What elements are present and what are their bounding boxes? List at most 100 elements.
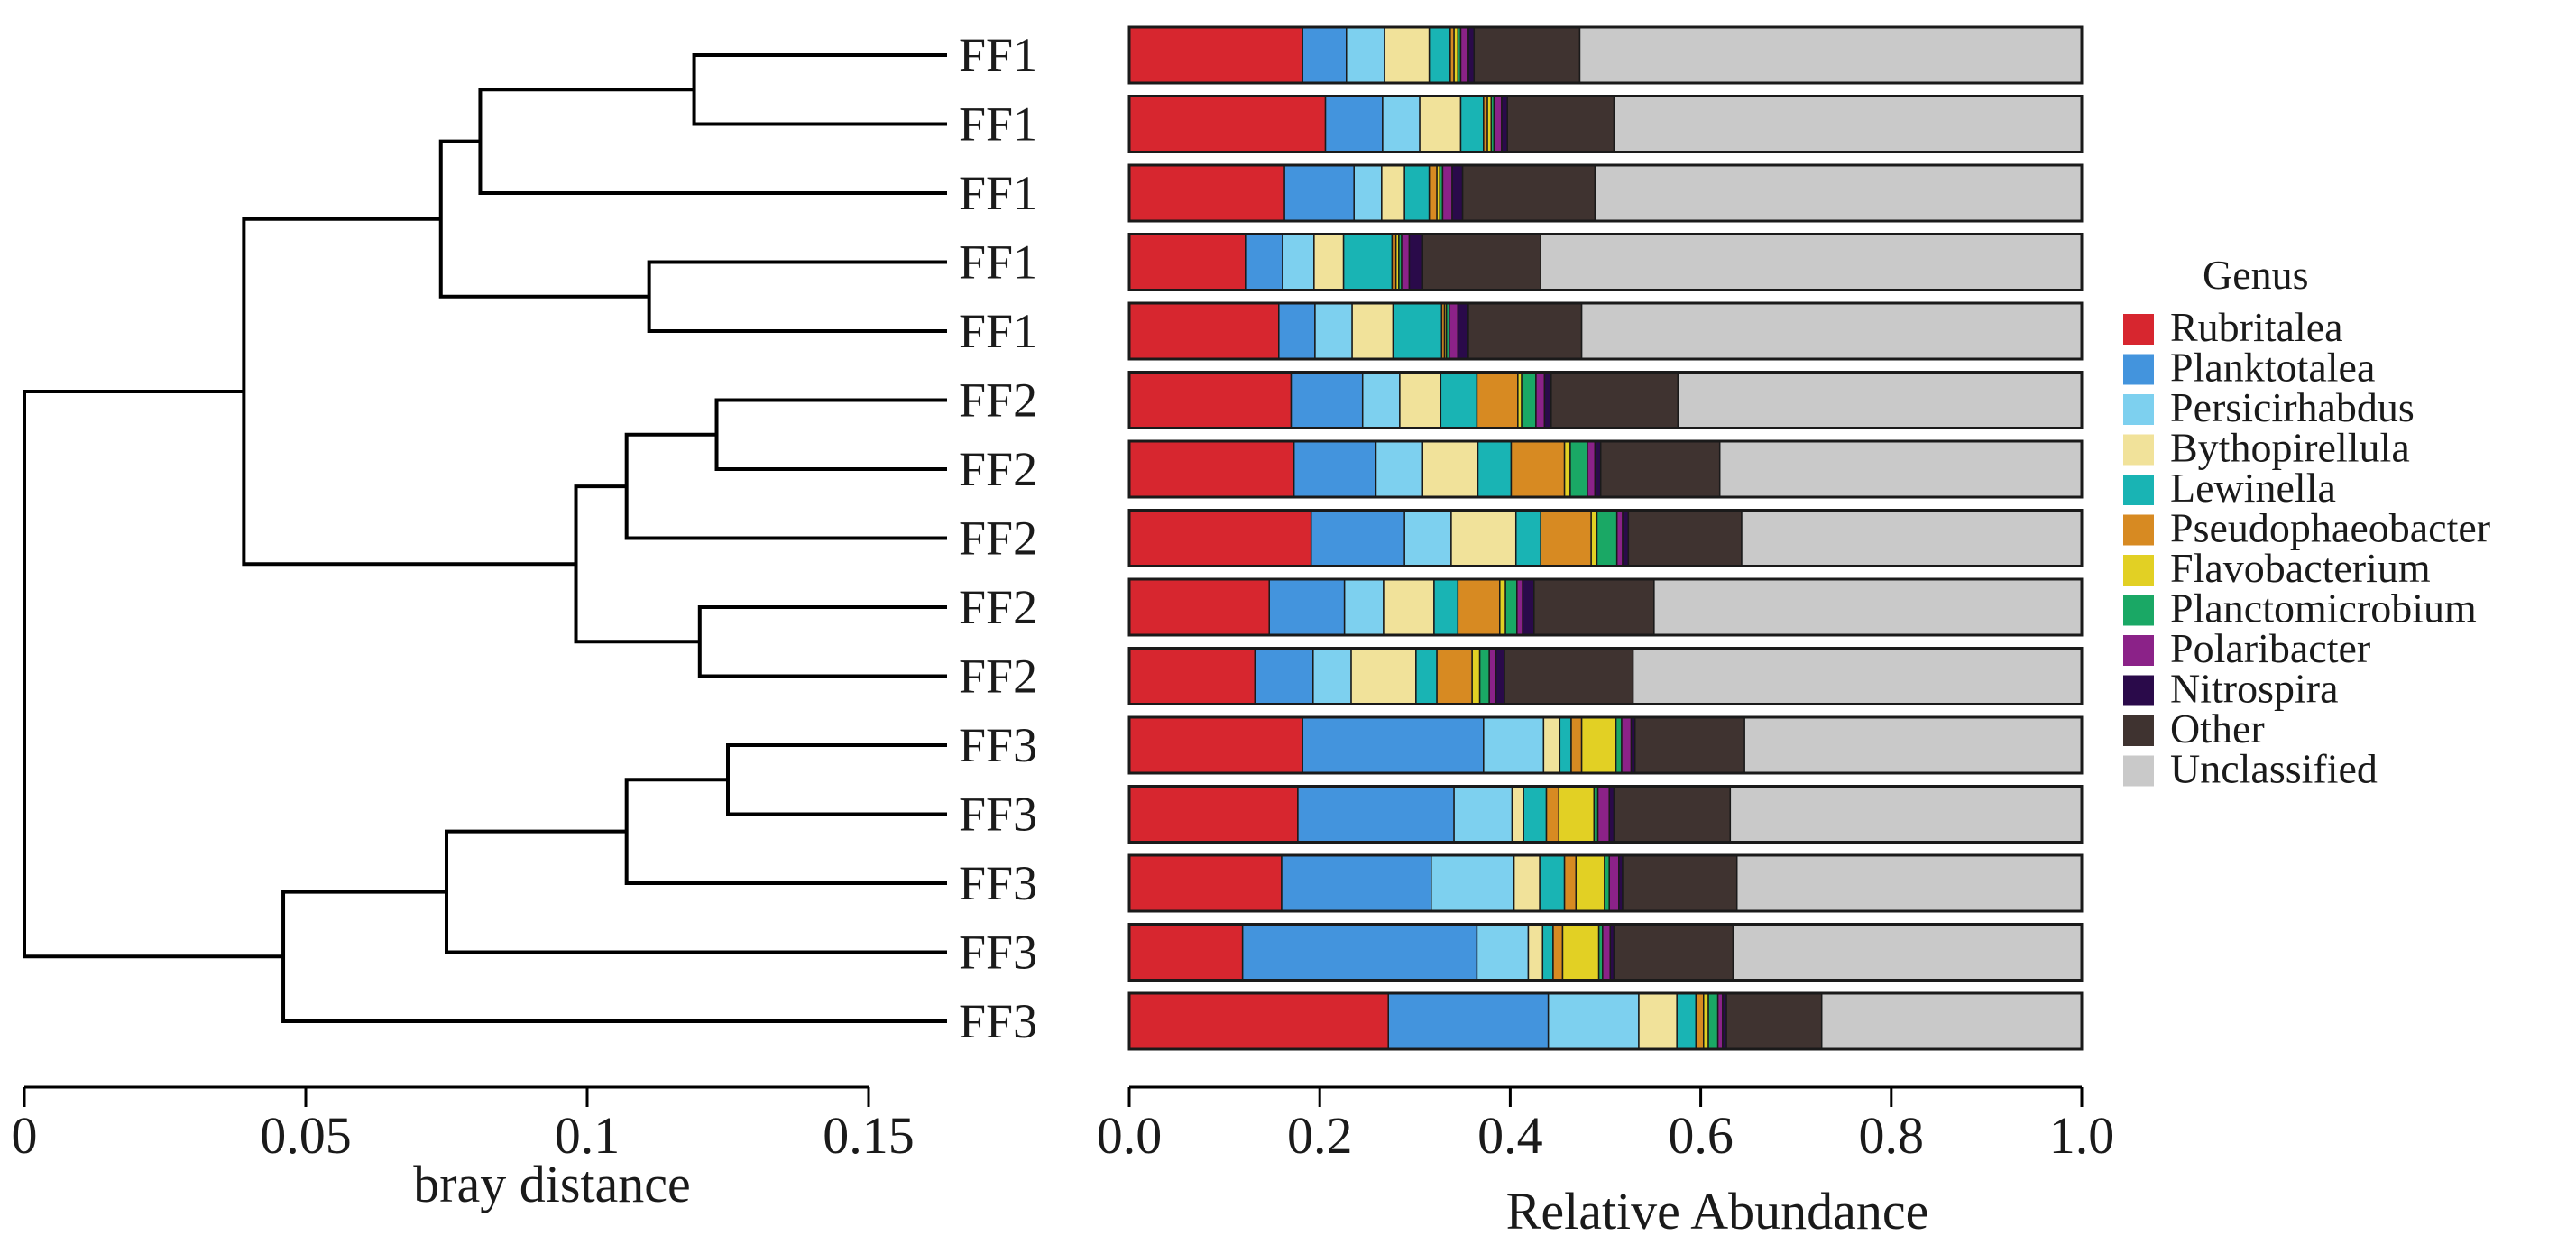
bar-segment-persicirhabdus: [1375, 440, 1423, 498]
bar-segment-bythopirellula: [1350, 647, 1417, 706]
legend-swatch-nitrospira: [2123, 675, 2154, 706]
sample-label: FF3: [959, 718, 1037, 772]
bar-outline: [1127, 715, 2084, 775]
legend-swatch-unclassified: [2123, 755, 2154, 787]
bar-segment-bythopirellula: [1511, 785, 1524, 844]
bar-segment-planktotalea: [1290, 371, 1364, 429]
bar-segment-nitrospira: [1457, 302, 1469, 360]
bar-segment-planktotalea: [1297, 785, 1455, 844]
bar-segment-polaribacter: [1621, 716, 1633, 774]
legend-swatch-other: [2123, 715, 2154, 746]
bar-segment-bythopirellula: [1419, 95, 1462, 153]
bar-segment-persicirhabdus: [1476, 923, 1530, 982]
bar-segment-unclassified: [1540, 233, 2083, 291]
bar-segment-other: [1613, 923, 1734, 982]
bar-segment-polaribacter: [1587, 440, 1596, 498]
bar-segment-persicirhabdus: [1483, 716, 1545, 774]
bar-segment-nitrospira: [1594, 440, 1602, 498]
bar-segment-other: [1506, 95, 1615, 153]
bar-segment-polaribacter: [1615, 509, 1624, 567]
bar-segment-persicirhabdus: [1382, 95, 1421, 153]
bar-segment-planktotalea: [1245, 233, 1283, 291]
bar-segment-lewinella: [1342, 233, 1394, 291]
bar-tick-label: 0.0: [1097, 1106, 1163, 1165]
bar-outline: [1127, 577, 2084, 637]
legend-label-other: Other: [2170, 706, 2265, 752]
sample-label: FF2: [959, 580, 1037, 634]
bar-outline: [1127, 439, 2084, 499]
bar-segment-bythopirellula: [1313, 233, 1345, 291]
bar-segment-bythopirellula: [1542, 716, 1561, 774]
bar-outline: [1127, 785, 2084, 844]
bar-segment-bythopirellula: [1421, 440, 1479, 498]
bar-segment-pseudophaeobacter: [1695, 992, 1705, 1050]
bar-segment-rubritalea: [1128, 509, 1312, 567]
sample-label: FF2: [959, 374, 1037, 428]
bar-segment-planctomicrobium: [1596, 509, 1618, 567]
bar-outline: [1127, 233, 2084, 291]
sample-label: FF3: [959, 788, 1037, 842]
bar-segment-pseudophaeobacter: [1545, 785, 1560, 844]
bar-segment-planktotalea: [1302, 26, 1348, 84]
bar-segment-bythopirellula: [1527, 923, 1544, 982]
bar-segment-other: [1627, 509, 1743, 567]
bar-segment-nitrospira: [1522, 578, 1535, 636]
bar-tick-label: 0.4: [1477, 1106, 1543, 1165]
bar-x-axis: 0.0 0.2 0.4 0.6 0.8 1.0 Relative Abundance: [1097, 1085, 2114, 1240]
bar-segment-planktotalea: [1302, 716, 1485, 774]
bar-segment-lewinella: [1514, 509, 1541, 567]
bar-segment-unclassified: [1729, 785, 2083, 844]
bar-outline: [1127, 509, 2084, 567]
bar-segment-planctomicrobium: [1504, 578, 1518, 636]
bar-segment-lewinella: [1459, 95, 1485, 153]
bar-segment-rubritalea: [1128, 26, 1303, 84]
bar-segment-lewinella: [1676, 992, 1697, 1050]
bar-segment-planktotalea: [1283, 164, 1355, 222]
bar-segment-lewinella: [1523, 785, 1548, 844]
bar-segment-other: [1421, 233, 1541, 291]
bar-outline: [1127, 163, 2084, 223]
bar-segment-nitrospira: [1543, 371, 1552, 429]
bar-segment-polaribacter: [1459, 26, 1469, 84]
bar-outline: [1127, 923, 2084, 982]
bar-segment-rubritalea: [1128, 164, 1285, 222]
bar-segment-flavobacterium: [1499, 578, 1506, 636]
bar-segment-bythopirellula: [1399, 371, 1442, 429]
bar-segment-unclassified: [1735, 854, 2083, 912]
bar-segment-lewinella: [1433, 578, 1459, 636]
bar-segment-bythopirellula: [1351, 302, 1394, 360]
bar-segment-nitrospira: [1408, 233, 1423, 291]
bar-segment-polaribacter: [1596, 785, 1610, 844]
dendrogram-tick-label: 0: [12, 1106, 38, 1165]
bar-outline: [1127, 301, 2084, 361]
sample-label: FF1: [959, 304, 1037, 358]
bar-segment-pseudophaeobacter: [1436, 647, 1473, 706]
legend-swatch-flavobacterium: [2123, 555, 2154, 586]
dendrogram-tick-label: 0.1: [555, 1106, 621, 1165]
bar-outline: [1127, 991, 2084, 1051]
bar-segment-flavobacterium: [1703, 992, 1709, 1050]
bar-segment-lewinella: [1559, 716, 1572, 774]
bar-segment-polaribacter: [1608, 854, 1620, 912]
sample-label: FF1: [959, 166, 1037, 220]
bar-segment-nitrospira: [1467, 26, 1476, 84]
bar-segment-planctomicrobium: [1478, 647, 1490, 706]
bar-segment-unclassified: [1743, 716, 2083, 774]
bar-segment-lewinella: [1440, 371, 1478, 429]
bar-segment-flavobacterium: [1580, 716, 1617, 774]
bar-segment-bythopirellula: [1383, 578, 1435, 636]
bar-segment-unclassified: [1594, 164, 2083, 222]
bar-segment-lewinella: [1415, 647, 1438, 706]
bar-segment-bythopirellula: [1381, 164, 1405, 222]
bar-segment-persicirhabdus: [1431, 854, 1515, 912]
bar-segment-rubritalea: [1128, 992, 1389, 1050]
bar-segment-planktotalea: [1293, 440, 1377, 498]
legend-title: Genus: [2203, 252, 2309, 298]
bar-segment-unclassified: [1677, 371, 2083, 429]
bar-tick-label: 0.8: [1859, 1106, 1925, 1165]
bar-segment-planctomicrobium: [1604, 854, 1610, 912]
bar-segment-rubritalea: [1128, 647, 1256, 706]
bar-segment-polaribacter: [1516, 578, 1523, 636]
bar-tick-label: 0.2: [1287, 1106, 1353, 1165]
